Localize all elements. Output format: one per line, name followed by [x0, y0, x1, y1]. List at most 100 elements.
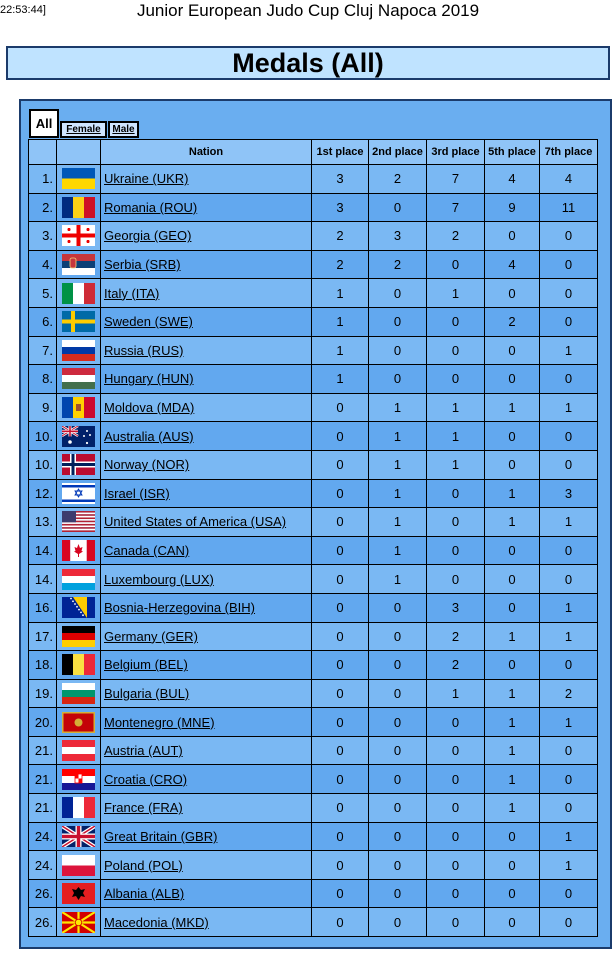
nation-link[interactable]: Ukraine (UKR): [100, 164, 312, 194]
second-place-cell: 0: [368, 678, 427, 709]
nation-link[interactable]: Hungary (HUN): [100, 364, 312, 394]
tab-male[interactable]: Male: [108, 121, 139, 138]
flag-cell: [56, 564, 101, 594]
rank-cell: 18.: [28, 650, 57, 680]
seventh-place-cell: 1: [539, 335, 598, 366]
nation-link[interactable]: Macedonia (MKD): [100, 907, 312, 938]
third-place-cell: 3: [426, 592, 485, 623]
first-place-header[interactable]: 1st place: [311, 139, 369, 165]
nation-header[interactable]: Nation: [100, 139, 312, 165]
bosnia-flag-icon: [62, 597, 95, 619]
nation-link[interactable]: Montenegro (MNE): [100, 707, 312, 737]
rank-cell: 1.: [28, 164, 57, 194]
second-place-cell: 0: [368, 764, 427, 795]
rank-cell: 14.: [28, 564, 57, 594]
fifth-place-cell: 1: [484, 764, 540, 795]
flag-cell: [56, 192, 101, 223]
fifth-place-cell: 0: [484, 221, 540, 251]
third-place-cell: 0: [426, 735, 485, 766]
table-row: 7. Russia (RUS) 1 0 0 0 1: [28, 335, 598, 366]
seventh-place-cell: 0: [539, 449, 598, 480]
third-place-cell: 0: [426, 335, 485, 366]
nation-link[interactable]: Bulgaria (BUL): [100, 678, 312, 709]
third-place-header[interactable]: 3rd place: [426, 139, 485, 165]
nation-link[interactable]: Canada (CAN): [100, 535, 312, 566]
nation-link[interactable]: Great Britain (GBR): [100, 821, 312, 852]
nation-link[interactable]: Albania (ALB): [100, 878, 312, 909]
table-row: 16. Bosnia-Herzegovina (BIH) 0 0 3 0 1: [28, 592, 598, 623]
table-row: 10. Australia (AUS) 0 1 1 0 0: [28, 421, 598, 451]
flag-header: [56, 139, 101, 165]
table-row: 18. Belgium (BEL) 0 0 2 0 0: [28, 650, 598, 680]
seventh-place-cell: 3: [539, 478, 598, 509]
third-place-cell: 0: [426, 878, 485, 909]
nation-link[interactable]: United States of America (USA): [100, 507, 312, 537]
nation-link[interactable]: Sweden (SWE): [100, 306, 312, 337]
second-place-cell: 0: [368, 821, 427, 852]
fifth-place-header[interactable]: 5th place: [484, 139, 540, 165]
nation-link[interactable]: Croatia (CRO): [100, 764, 312, 795]
third-place-cell: 2: [426, 650, 485, 680]
table-header-row: Nation 1st place 2nd place 3rd place 5th…: [28, 139, 598, 165]
nation-link[interactable]: Serbia (SRB): [100, 249, 312, 280]
nation-link[interactable]: Italy (ITA): [100, 278, 312, 308]
fifth-place-cell: 1: [484, 793, 540, 823]
nation-link[interactable]: France (FRA): [100, 793, 312, 823]
second-place-cell: 0: [368, 907, 427, 938]
second-place-cell: 1: [368, 392, 427, 423]
table-row: 3. Georgia (GEO) 2 3 2 0 0: [28, 221, 598, 251]
nation-link[interactable]: Norway (NOR): [100, 449, 312, 480]
nation-link[interactable]: Poland (POL): [100, 850, 312, 880]
nation-link[interactable]: Austria (AUT): [100, 735, 312, 766]
third-place-cell: 0: [426, 850, 485, 880]
third-place-cell: 0: [426, 793, 485, 823]
uk-flag-icon: [62, 825, 95, 847]
third-place-cell: 0: [426, 707, 485, 737]
table-row: 26. Albania (ALB) 0 0 0 0 0: [28, 878, 598, 909]
nation-link[interactable]: Georgia (GEO): [100, 221, 312, 251]
third-place-cell: 0: [426, 249, 485, 280]
israel-flag-icon: [62, 482, 95, 504]
second-place-header[interactable]: 2nd place: [368, 139, 427, 165]
nation-link[interactable]: Bosnia-Herzegovina (BIH): [100, 592, 312, 623]
tab-all[interactable]: All: [29, 109, 59, 138]
table-row: 21. Croatia (CRO) 0 0 0 1 0: [28, 764, 598, 795]
first-place-cell: 0: [311, 592, 369, 623]
table-row: 24. Great Britain (GBR) 0 0 0 0 1: [28, 821, 598, 852]
tab-female[interactable]: Female: [60, 121, 107, 138]
table-row: 21. France (FRA) 0 0 0 1 0: [28, 793, 598, 823]
second-place-cell: 2: [368, 249, 427, 280]
flag-cell: [56, 650, 101, 680]
first-place-cell: 0: [311, 421, 369, 451]
third-place-cell: 0: [426, 306, 485, 337]
rank-cell: 5.: [28, 278, 57, 308]
table-row: 26. Macedonia (MKD) 0 0 0 0 0: [28, 907, 598, 938]
first-place-cell: 0: [311, 449, 369, 480]
nation-link[interactable]: Belgium (BEL): [100, 650, 312, 680]
nation-link[interactable]: Russia (RUS): [100, 335, 312, 366]
seventh-place-header[interactable]: 7th place: [539, 139, 598, 165]
nation-link[interactable]: Germany (GER): [100, 621, 312, 652]
usa-flag-icon: [62, 511, 95, 533]
fifth-place-cell: 0: [484, 364, 540, 394]
nation-link[interactable]: Romania (ROU): [100, 192, 312, 223]
luxembourg-flag-icon: [62, 568, 95, 590]
third-place-cell: 7: [426, 164, 485, 194]
nation-link[interactable]: Israel (ISR): [100, 478, 312, 509]
nation-link[interactable]: Moldova (MDA): [100, 392, 312, 423]
second-place-cell: 0: [368, 650, 427, 680]
albania-flag-icon: [62, 883, 95, 905]
nation-link[interactable]: Australia (AUS): [100, 421, 312, 451]
nation-link[interactable]: Luxembourg (LUX): [100, 564, 312, 594]
flag-cell: [56, 878, 101, 909]
fifth-place-cell: 0: [484, 421, 540, 451]
rank-cell: 2.: [28, 192, 57, 223]
second-place-cell: 0: [368, 306, 427, 337]
flag-cell: [56, 249, 101, 280]
second-place-cell: 0: [368, 735, 427, 766]
flag-cell: [56, 678, 101, 709]
seventh-place-cell: 1: [539, 850, 598, 880]
fifth-place-cell: 0: [484, 850, 540, 880]
flag-cell: [56, 707, 101, 737]
rank-cell: 21.: [28, 764, 57, 795]
